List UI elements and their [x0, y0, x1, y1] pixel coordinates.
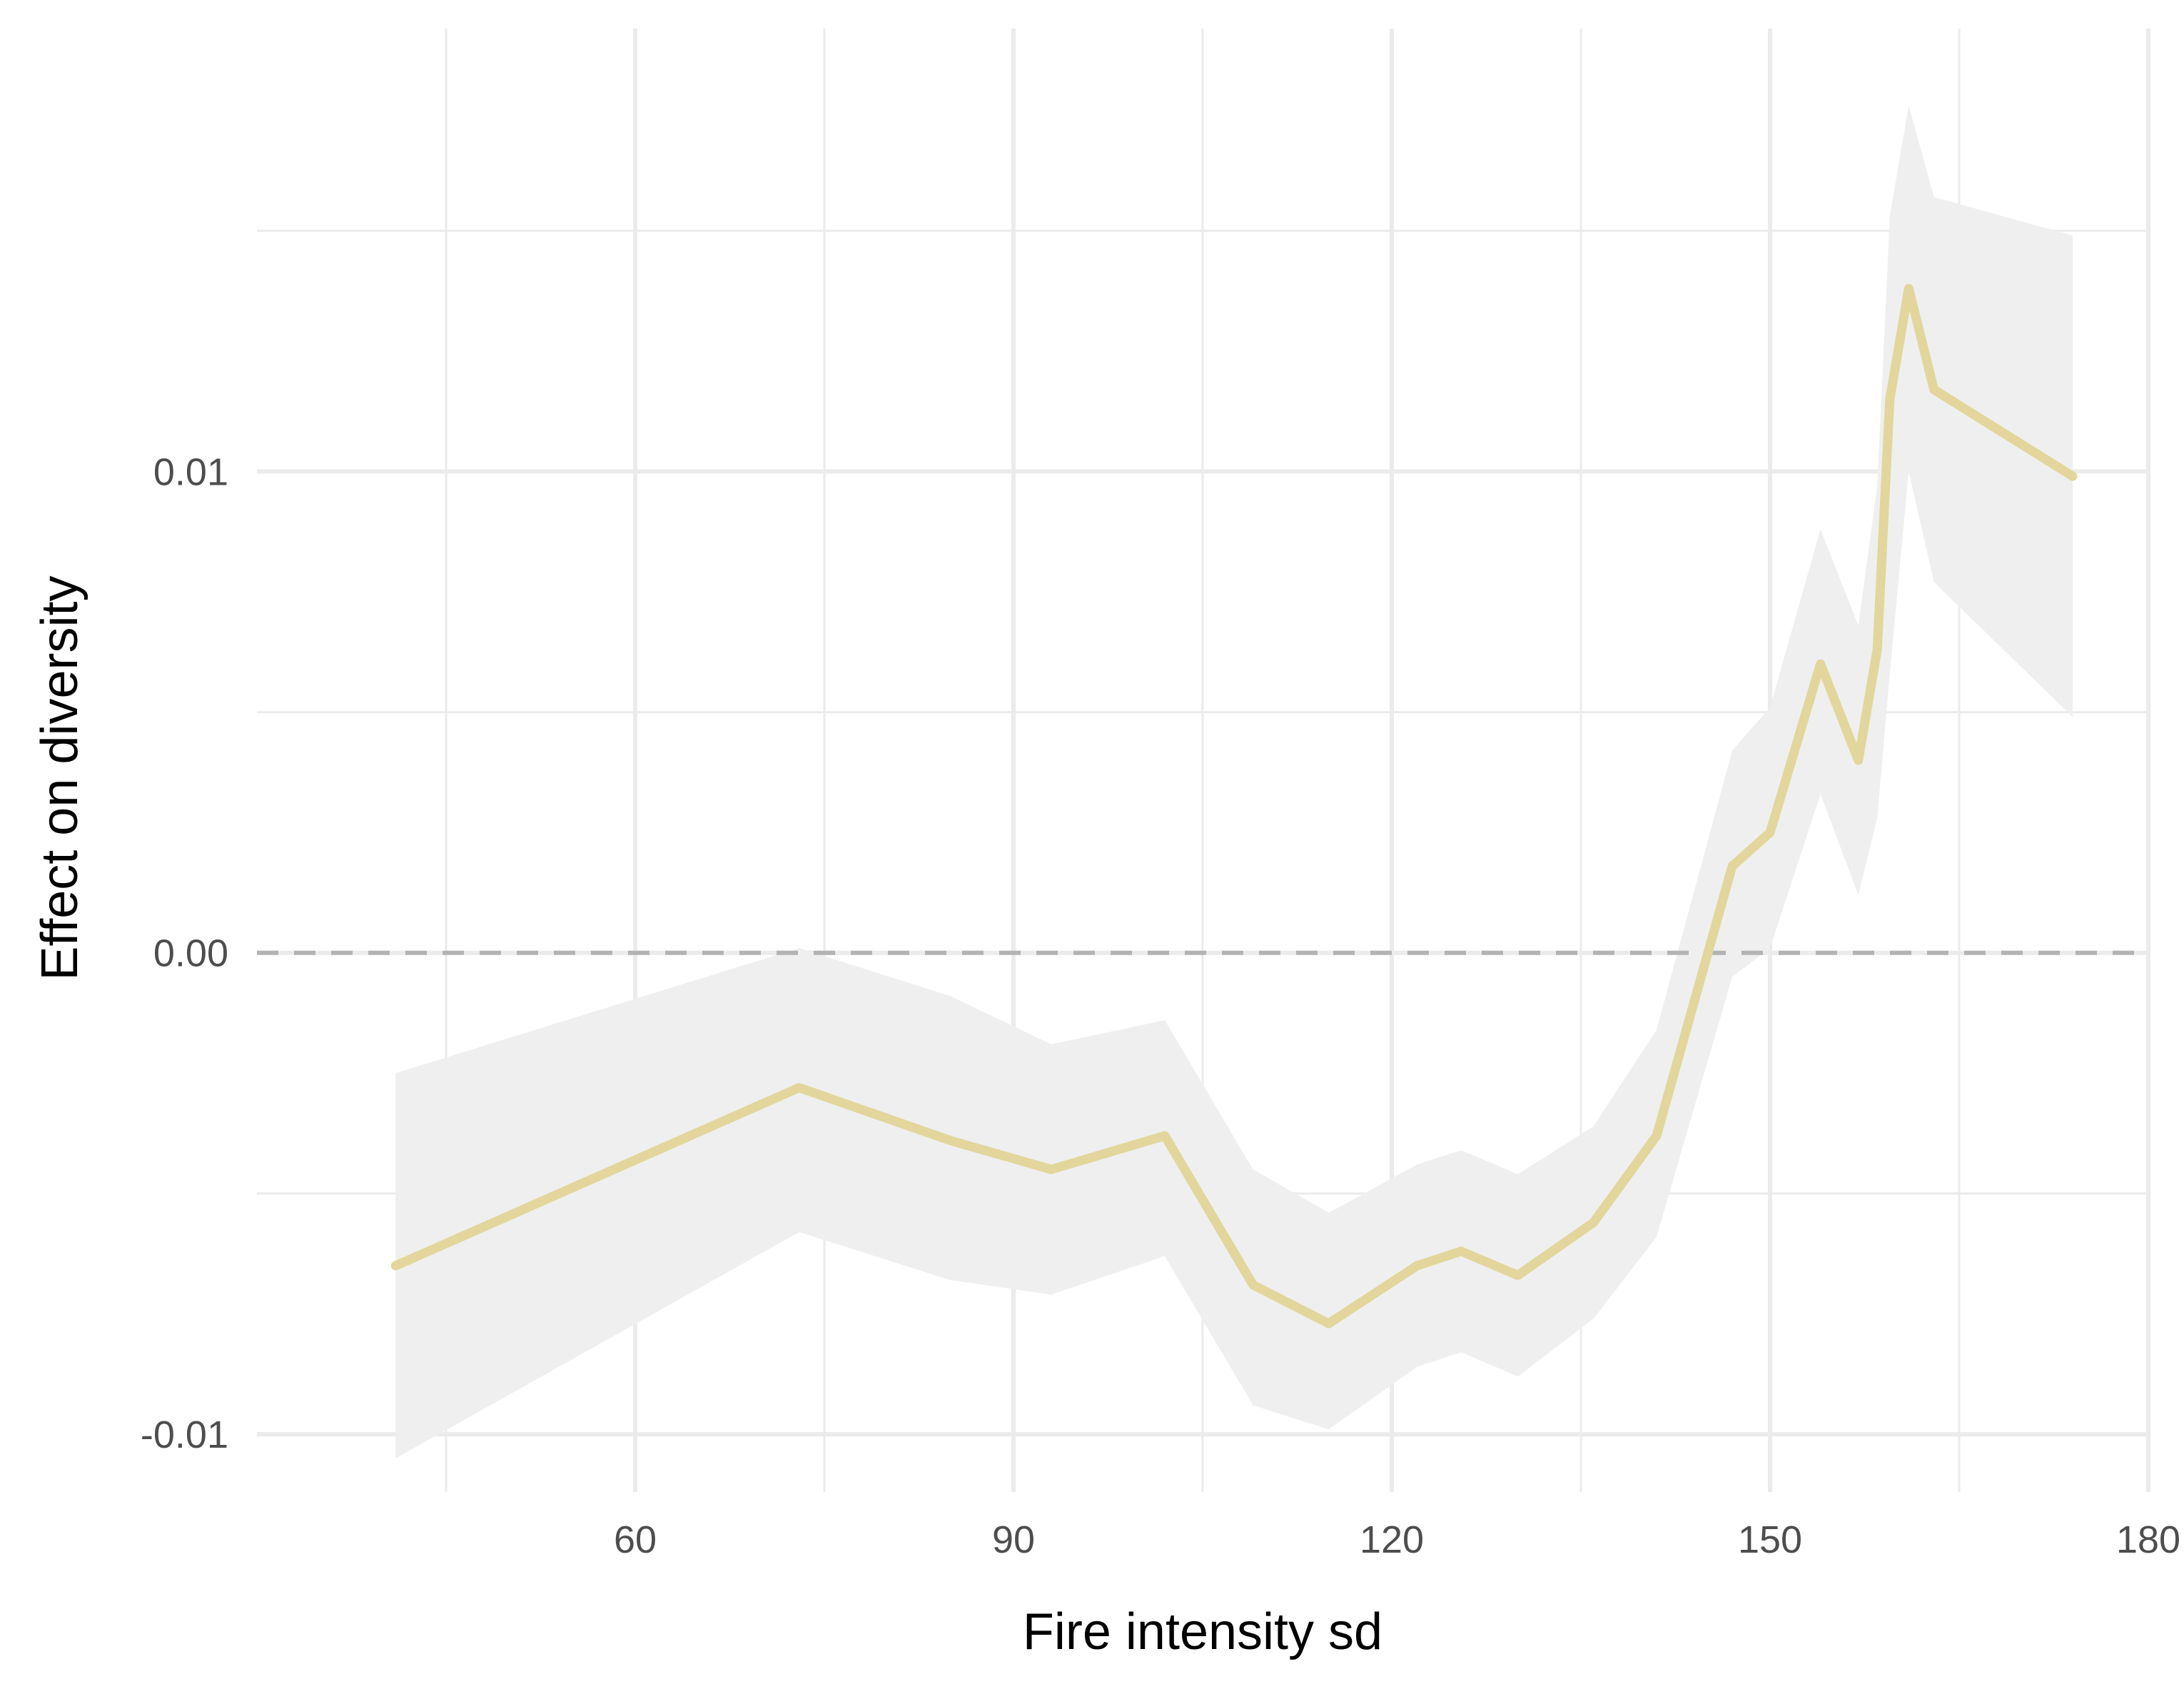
y-tick-label: 0.00: [153, 932, 228, 975]
y-axis-tick-labels: -0.01 0.00 0.01: [141, 450, 228, 1456]
x-tick-label: 60: [614, 1518, 657, 1561]
y-tick-label: -0.01: [141, 1413, 228, 1456]
series-line: [390, 283, 2078, 1329]
x-axis-tick-labels: 60 90 120 150 180: [614, 1518, 2180, 1561]
confidence-band: [395, 105, 2073, 1458]
x-tick-label: 120: [1360, 1518, 1424, 1561]
x-axis-title: Fire intensity sd: [1023, 1603, 1382, 1660]
y-axis-title: Effect on diversity: [31, 576, 89, 981]
y-tick-label: 0.01: [153, 450, 228, 493]
x-tick-label: 180: [2116, 1518, 2180, 1561]
x-tick-label: 150: [1738, 1518, 1802, 1561]
x-tick-label: 90: [992, 1518, 1035, 1561]
